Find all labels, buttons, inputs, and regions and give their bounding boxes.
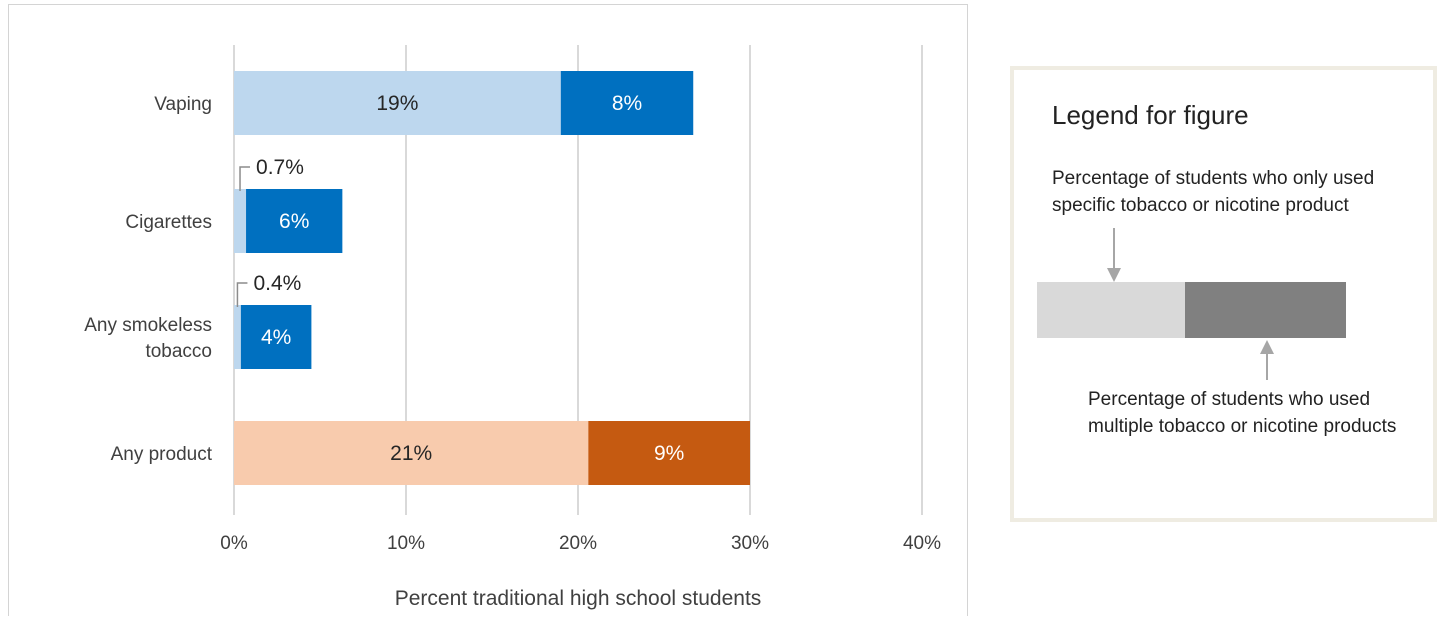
category-label: Any product xyxy=(111,444,213,465)
category-label: Cigarettes xyxy=(125,212,212,233)
category-label-line: tobacco xyxy=(145,341,212,362)
data-label-single: 0.4% xyxy=(253,272,301,295)
legend-arrow-up-head xyxy=(1260,340,1274,354)
category-label: Any smokeless tobacco xyxy=(84,315,212,362)
bar-single-product-only xyxy=(234,189,247,253)
category-label-line: Cigarettes xyxy=(125,212,212,233)
bar-multiple-products xyxy=(588,421,750,485)
legend-graphic xyxy=(1037,228,1346,380)
x-axis-title: Percent traditional high school students xyxy=(395,587,762,610)
category-label-line: Vaping xyxy=(154,94,212,115)
legend-multiple-used-text: Percentage of students who used multiple… xyxy=(1088,389,1397,437)
bar-multiple-products xyxy=(240,305,312,369)
legend-only-used-text: Percentage of students who only used spe… xyxy=(1052,168,1375,216)
legend-title: Legend for figure xyxy=(1052,100,1249,130)
category-label-line: Any smokeless xyxy=(84,315,212,336)
data-label-multiple: 6% xyxy=(279,210,309,233)
data-label-multiple: 4% xyxy=(261,326,291,349)
bar-multiple-products xyxy=(246,189,343,253)
data-label-single: 21% xyxy=(390,442,432,465)
x-tick-label: 30% xyxy=(731,533,769,554)
callout-leader xyxy=(236,282,248,307)
data-label-single: 0.7% xyxy=(256,156,304,179)
legend-arrow-down-head xyxy=(1107,268,1121,282)
chart-panel: 0% 10% 20% 30% 40% Percent traditional high s… xyxy=(8,4,968,616)
data-label-single: 19% xyxy=(376,92,418,115)
x-tick-label: 0% xyxy=(220,533,248,554)
bar-single-product-only xyxy=(234,305,241,369)
bar-single-product-only xyxy=(234,421,589,485)
legend-swatch-multiple-used xyxy=(1185,282,1346,338)
bar-multiple-products xyxy=(560,71,694,135)
x-tick-label: 40% xyxy=(903,533,941,554)
data-label-multiple: 8% xyxy=(612,92,642,115)
category-label-line: Any product xyxy=(111,444,213,465)
x-tick-label: 10% xyxy=(387,533,425,554)
data-label-multiple: 9% xyxy=(654,442,684,465)
stacked-bar-chart: 0% 10% 20% 30% 40% Percent traditional high s… xyxy=(84,45,941,610)
category-label: Vaping xyxy=(154,94,212,115)
x-tick-label: 20% xyxy=(559,533,597,554)
legend-box: Legend for figure Percentage of students… xyxy=(1010,66,1437,522)
legend-swatch-only-used xyxy=(1037,282,1185,338)
callout-leader xyxy=(239,166,251,191)
bar-single-product-only xyxy=(234,71,561,135)
